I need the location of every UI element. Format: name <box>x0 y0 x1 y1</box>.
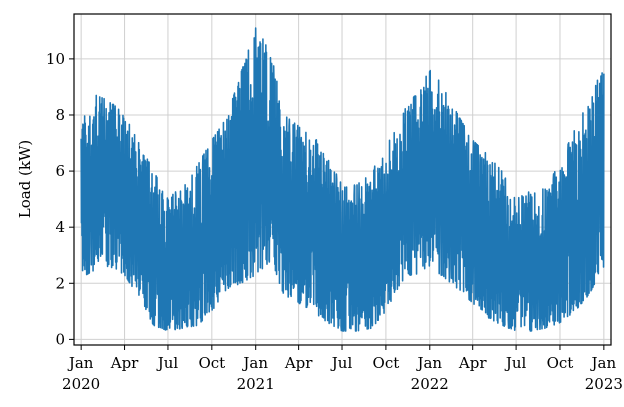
load-line <box>80 27 605 332</box>
x-axis: Jan 2020 Apr Jul Oct Jan 2021 Apr Jul Oct Jan 2022 A… <box>62 345 623 393</box>
y-axis-label: Load (kW) <box>16 140 34 219</box>
x-tick-label: Jan <box>590 354 617 372</box>
x-tick-label: Apr <box>284 354 313 372</box>
x-tick-year-label: 2021 <box>237 375 275 393</box>
x-tick-label: Jul <box>504 354 527 372</box>
x-tick-label: Jul <box>156 354 179 372</box>
x-tick-year-label: 2020 <box>62 375 100 393</box>
y-tick-label: 4 <box>55 218 65 236</box>
x-tick-label: Jan <box>241 354 268 372</box>
x-tick-label: Oct <box>198 354 225 372</box>
x-tick-label: Oct <box>547 354 574 372</box>
x-tick-label: Jul <box>330 354 353 372</box>
x-tick-label: Jan <box>67 354 94 372</box>
x-tick-label: Jan <box>415 354 442 372</box>
y-tick-label: 10 <box>46 50 65 68</box>
y-tick-label: 2 <box>55 274 65 292</box>
load-series <box>80 27 605 332</box>
y-tick-label: 8 <box>55 106 65 124</box>
x-tick-year-label: 2022 <box>411 375 449 393</box>
x-tick-year-label: 2023 <box>585 375 623 393</box>
y-tick-label: 0 <box>55 330 65 348</box>
y-axis: 0 2 4 6 8 10 <box>46 50 74 348</box>
y-tick-label: 6 <box>55 162 65 180</box>
x-tick-label: Apr <box>110 354 139 372</box>
x-tick-label: Oct <box>373 354 400 372</box>
x-tick-label: Apr <box>458 354 487 372</box>
